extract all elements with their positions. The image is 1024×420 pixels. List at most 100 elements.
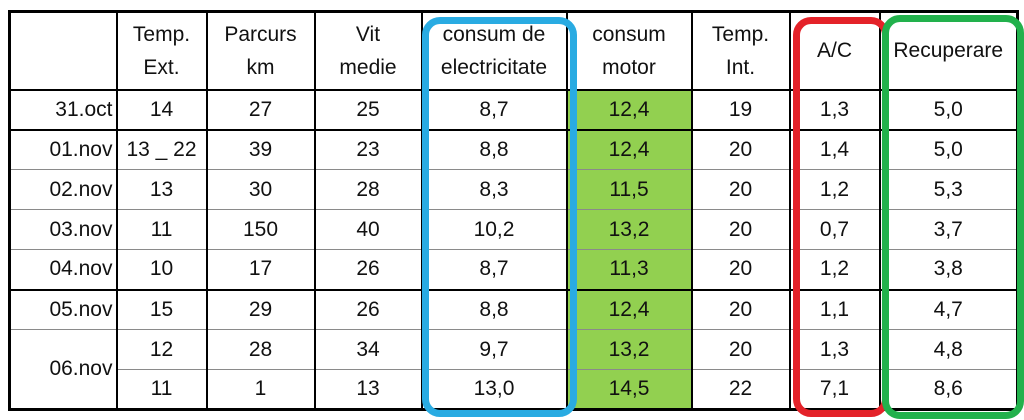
cell-temp-ext: 11 [115, 369, 208, 410]
cell-consum-electricitate: 13,0 [420, 369, 568, 410]
table-row: 11 1 13 13,0 14,5 22 7,1 8,6 [10, 369, 1019, 410]
cell-temp-ext: 11 [115, 209, 208, 250]
cell-date: 04.nov [8, 249, 118, 291]
consumption-table: Temp. Ext. Parcurs km Vit medie consum d… [8, 10, 1019, 411]
cell-vit-medie: 40 [313, 209, 423, 250]
cell-vit-medie: 26 [313, 249, 423, 291]
table-row: 06.nov 12 28 34 9,7 13,2 20 1,3 4,8 [8, 329, 1019, 410]
col-header-line: Recuperare [893, 39, 1004, 63]
cell-temp-int: 20 [690, 129, 791, 170]
cell-vit-medie: 13 [313, 369, 423, 410]
cell-ac: 1,2 [788, 249, 881, 291]
cell-parcurs-km: 27 [205, 89, 316, 131]
cell-parcurs-km: 28 [205, 329, 316, 370]
cell-ac: 1,3 [788, 329, 881, 370]
col-header-line: Vit [355, 22, 381, 46]
cell-temp-int: 20 [690, 209, 791, 250]
cell-recuperare: 3,7 [878, 209, 1019, 250]
cell-vit-medie: 26 [313, 289, 423, 330]
cell-temp-int: 20 [690, 289, 791, 330]
col-header-line: Temp. [711, 22, 770, 46]
cell-consum-motor: 11,5 [565, 169, 693, 210]
col-header-line: medie [339, 55, 397, 79]
cell-vit-medie: 23 [313, 129, 423, 170]
cell-recuperare: 3,8 [878, 249, 1019, 291]
table-row: 31.oct 14 27 25 8,7 12,4 19 1,3 5,0 [8, 89, 1019, 131]
cell-temp-int: 19 [690, 89, 791, 131]
col-header-line: consum [592, 22, 666, 46]
cell-consum-motor: 12,4 [565, 289, 693, 330]
col-header-parcurs-km: Parcurs km [205, 11, 316, 91]
cell-date: 05.nov [8, 289, 118, 330]
cell-consum-motor: 13,2 [565, 209, 693, 250]
col-header-recuperare: Recuperare [878, 11, 1019, 91]
table-row: 05.nov 15 29 26 8,8 12,4 20 1,1 4,7 [8, 289, 1019, 330]
cell-consum-electricitate: 8,8 [420, 129, 568, 170]
cell-consum-electricitate: 8,7 [420, 249, 568, 291]
col-header-ac: A/C [788, 11, 881, 91]
cell-temp-ext: 13 [115, 169, 208, 210]
cell-consum-electricitate: 8,3 [420, 169, 568, 210]
cell-parcurs-km: 17 [205, 249, 316, 291]
table-row: 02.nov 13 30 28 8,3 11,5 20 1,2 5,3 [8, 169, 1019, 210]
cell-consum-electricitate: 8,7 [420, 89, 568, 131]
col-header-consum-electricitate: consum de electricitate [420, 11, 568, 91]
col-header-consum-motor: consum motor [565, 11, 693, 91]
cell-consum-electricitate: 8,8 [420, 289, 568, 330]
cell-consum-motor: 14,5 [565, 369, 693, 410]
cell-parcurs-km: 30 [205, 169, 316, 210]
cell-consum-motor: 12,4 [565, 129, 693, 170]
col-header-line: Int. [725, 55, 756, 79]
cell-ac: 1,3 [788, 89, 881, 131]
cell-parcurs-km: 39 [205, 129, 316, 170]
cell-temp-ext: 15 [115, 289, 208, 330]
cell-consum-electricitate: 9,7 [420, 329, 568, 370]
col-header-line: Parcurs [224, 22, 297, 46]
cell-ac: 1,4 [788, 129, 881, 170]
cell-temp-ext: 13 _ 22 [115, 129, 208, 170]
cell-recuperare: 5,0 [878, 89, 1019, 131]
cell-date: 02.nov [8, 169, 118, 210]
cell-recuperare: 4,7 [878, 289, 1019, 330]
cell-vit-medie: 25 [313, 89, 423, 131]
col-header-date [8, 11, 118, 91]
cell-consum-motor: 11,3 [565, 249, 693, 291]
col-header-vit-medie: Vit medie [313, 11, 423, 91]
cell-vit-medie: 34 [313, 329, 423, 370]
col-header-line: motor [602, 55, 656, 79]
cell-ac: 1,2 [788, 169, 881, 210]
col-header-line: Temp. [132, 22, 191, 46]
cell-date: 01.nov [8, 129, 118, 170]
col-header-line: Ext. [143, 55, 180, 79]
cell-temp-ext: 10 [115, 249, 208, 291]
cell-parcurs-km: 150 [205, 209, 316, 250]
cell-temp-int: 20 [690, 329, 791, 370]
cell-temp-int: 20 [690, 249, 791, 291]
table-row: 03.nov 11 150 40 10,2 13,2 20 0,7 3,7 [8, 209, 1019, 250]
table-row: 04.nov 10 17 26 8,7 11,3 20 1,2 3,8 [8, 249, 1019, 291]
cell-recuperare: 8,6 [878, 369, 1019, 410]
cell-temp-ext: 14 [115, 89, 208, 131]
header-row: Temp. Ext. Parcurs km Vit medie consum d… [8, 11, 1019, 91]
cell-recuperare: 5,3 [878, 169, 1019, 210]
cell-consum-electricitate: 10,2 [420, 209, 568, 250]
cell-temp-ext: 12 [115, 329, 208, 370]
cell-date: 31.oct [8, 89, 118, 131]
cell-recuperare: 4,8 [878, 329, 1019, 370]
cell-consum-motor: 13,2 [565, 329, 693, 370]
col-header-line: consum de [442, 22, 546, 46]
cell-vit-medie: 28 [313, 169, 423, 210]
col-header-temp-ext: Temp. Ext. [115, 11, 208, 91]
cell-date: 03.nov [8, 209, 118, 250]
cell-consum-motor: 12,4 [565, 89, 693, 131]
table-row: 01.nov 13 _ 22 39 23 8,8 12,4 20 1,4 5,0 [8, 129, 1019, 170]
cell-temp-int: 20 [690, 169, 791, 210]
cell-date-merged: 06.nov [8, 329, 118, 410]
col-header-temp-int: Temp. Int. [690, 11, 791, 91]
cell-ac: 0,7 [788, 209, 881, 250]
col-header-line: electricitate [440, 55, 548, 79]
col-header-line: A/C [816, 39, 852, 63]
col-header-line: km [246, 55, 275, 79]
cell-temp-int: 22 [690, 369, 791, 410]
cell-ac: 1,1 [788, 289, 881, 330]
